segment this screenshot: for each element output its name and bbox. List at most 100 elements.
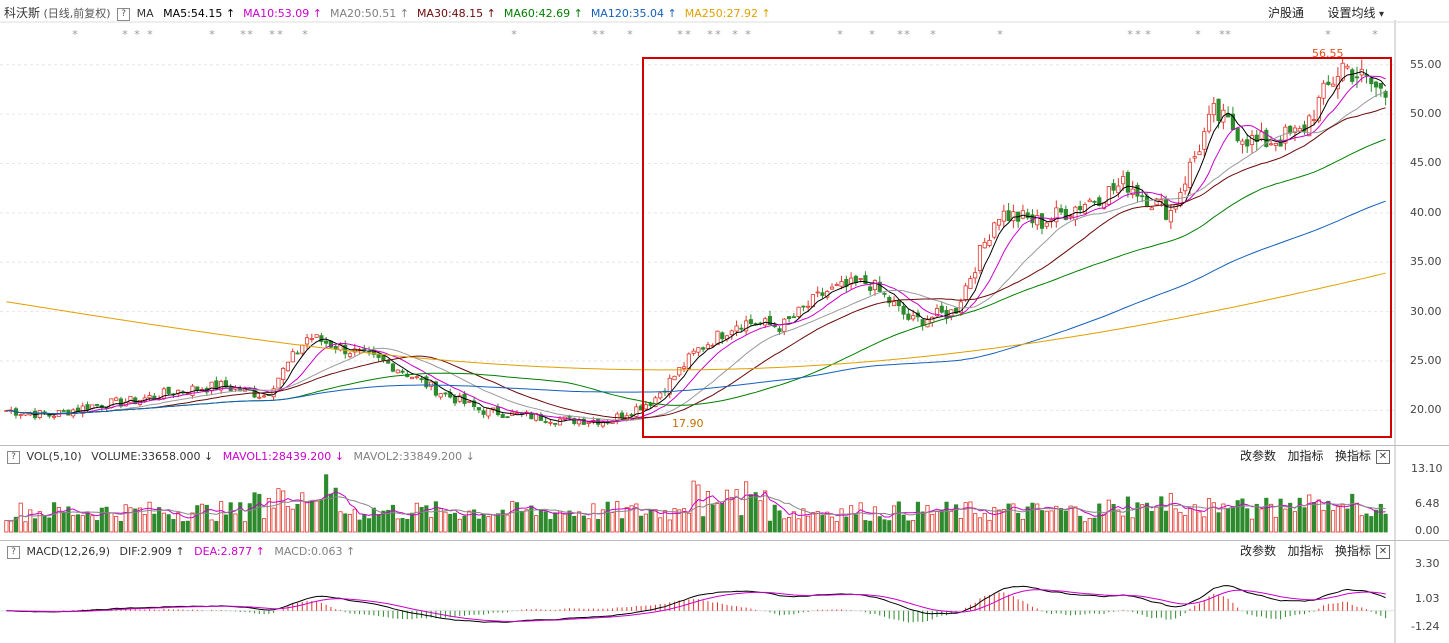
candle-body — [219, 381, 224, 391]
candle-body — [147, 395, 152, 399]
volume-bar — [314, 500, 319, 533]
volume-bar — [114, 516, 119, 533]
candle-body — [390, 363, 396, 372]
candle-body — [1059, 208, 1064, 213]
signal-star: * — [715, 28, 721, 41]
candle-body — [1211, 103, 1216, 116]
candle-body — [429, 381, 434, 387]
volume-bar — [987, 519, 992, 533]
candle-body — [319, 335, 324, 342]
candle-body — [1283, 126, 1288, 144]
volume-bar — [681, 508, 687, 533]
price-tick-label: 45.00 — [1410, 156, 1442, 170]
candle-body — [1273, 143, 1278, 147]
volume-bar — [1144, 502, 1150, 533]
volume-bar — [934, 511, 940, 533]
macd-close-icon[interactable]: ✕ — [1376, 545, 1390, 559]
volume-bar — [1340, 504, 1345, 533]
macd-add-indicator-button[interactable]: 加指标 — [1287, 544, 1324, 558]
volume-bar — [266, 498, 271, 533]
help-icon[interactable]: ? — [117, 7, 131, 21]
hgt-button[interactable]: 沪股通 — [1268, 6, 1305, 20]
volume-bar — [1068, 505, 1073, 533]
volume-bar — [18, 502, 23, 533]
volume-bar — [281, 490, 286, 533]
volume-bar — [462, 515, 467, 533]
volume-bar — [209, 519, 214, 533]
volume-bar — [247, 503, 252, 533]
volume-bar — [958, 517, 963, 533]
candle-body — [276, 377, 281, 389]
volume-bar — [152, 513, 157, 533]
candle-body — [1235, 127, 1240, 142]
vol-close-icon[interactable]: ✕ — [1376, 450, 1390, 464]
macd-help-icon[interactable]: ? — [7, 545, 20, 559]
volume-bar — [1235, 500, 1240, 533]
volume-bar — [405, 518, 410, 533]
volume-bar — [1011, 503, 1016, 533]
candle-body — [1121, 176, 1126, 185]
ma-label: MA — [136, 7, 154, 20]
volume-bar — [28, 509, 33, 533]
volume-bar — [973, 513, 978, 533]
volume-bar — [1269, 503, 1274, 533]
vol-add-indicator-button[interactable]: 加指标 — [1287, 449, 1324, 463]
macd-switch-indicator-button[interactable]: 换指标 — [1335, 544, 1372, 558]
volume-bar — [1149, 510, 1154, 533]
ma-item-0: MA5:54.15 ↑ — [163, 7, 236, 20]
volume-bar — [767, 520, 773, 533]
candle-body — [18, 414, 23, 416]
candle-body — [52, 415, 57, 418]
candle-body — [281, 367, 286, 380]
volume-bar — [448, 513, 453, 533]
mavol1-value: MAVOL1:28439.200 — [222, 450, 332, 463]
vol-switch-indicator-button[interactable]: 换指标 — [1335, 449, 1372, 463]
candle-body — [1183, 183, 1188, 192]
set-ma-button[interactable]: 设置均线 — [1327, 6, 1376, 20]
candle-body — [47, 414, 52, 417]
signal-star: * — [592, 28, 598, 41]
candle-body — [1035, 215, 1040, 226]
volume-bar — [1297, 497, 1302, 533]
volume-bar — [1025, 506, 1030, 533]
candle-body — [438, 393, 443, 398]
volume-bar — [925, 505, 930, 533]
candle-body — [467, 401, 472, 403]
volume-bar — [1221, 503, 1226, 533]
candle-body — [362, 348, 367, 351]
candle-body — [1044, 222, 1049, 227]
signal-star: * — [1145, 28, 1151, 41]
candle-body — [701, 347, 706, 350]
volume-bar — [1278, 498, 1283, 533]
volume-bar — [1206, 498, 1212, 533]
volume-bar — [276, 488, 281, 533]
volume-help-icon[interactable]: ? — [7, 450, 20, 464]
volume-bar — [1187, 508, 1193, 533]
chevron-down-icon[interactable]: ▾ — [1379, 9, 1385, 20]
volume-bar — [505, 514, 510, 533]
volume-bar — [1307, 494, 1312, 533]
candle-body — [1373, 81, 1379, 88]
candle-body — [1187, 161, 1193, 188]
macd-change-params-button[interactable]: 改参数 — [1240, 544, 1277, 558]
candle-body — [1092, 200, 1097, 203]
volume-bar — [615, 501, 620, 533]
signal-star: * — [627, 28, 633, 41]
volume-bar — [1044, 510, 1049, 533]
volume-bar — [400, 518, 405, 533]
volume-bar — [901, 514, 906, 533]
candle-body — [1192, 156, 1197, 159]
candle-body — [452, 396, 458, 404]
vol-change-params-button[interactable]: 改参数 — [1240, 449, 1277, 463]
volume-bar — [195, 505, 200, 533]
volume-bar — [1331, 510, 1336, 533]
volume-bar — [376, 514, 381, 533]
candle-body — [285, 361, 291, 372]
volume-bar — [658, 517, 663, 533]
volume-value: VOLUME:33658.000 — [91, 450, 201, 463]
candle-body — [94, 404, 100, 406]
signal-star: * — [732, 28, 738, 41]
candle-body — [863, 275, 868, 285]
volume-bar — [13, 516, 19, 533]
volume-bar — [1054, 505, 1059, 533]
